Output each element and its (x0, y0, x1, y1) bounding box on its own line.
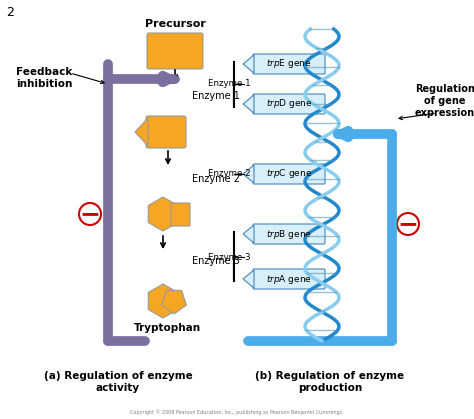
Polygon shape (243, 270, 254, 288)
Text: Enzyme 2: Enzyme 2 (209, 170, 251, 178)
Text: $\it{trp}$E gene: $\it{trp}$E gene (266, 57, 312, 70)
Polygon shape (162, 290, 186, 314)
FancyBboxPatch shape (253, 269, 325, 289)
Polygon shape (243, 225, 254, 243)
Text: −: − (398, 212, 419, 236)
Text: −: − (80, 202, 100, 226)
Text: Enzyme 3: Enzyme 3 (192, 256, 240, 266)
Text: $\it{trp}$A gene: $\it{trp}$A gene (266, 272, 312, 285)
Text: Regulation
of gene
expression: Regulation of gene expression (415, 84, 474, 118)
Text: Enzyme 1: Enzyme 1 (192, 91, 240, 101)
Polygon shape (243, 55, 254, 73)
FancyBboxPatch shape (253, 54, 325, 74)
Polygon shape (243, 165, 254, 183)
Polygon shape (148, 284, 178, 318)
FancyBboxPatch shape (147, 33, 203, 69)
Text: 2: 2 (6, 6, 14, 19)
FancyBboxPatch shape (253, 94, 325, 114)
Text: Enzyme 1: Enzyme 1 (209, 80, 251, 88)
Text: Feedback
inhibition: Feedback inhibition (16, 67, 73, 88)
Polygon shape (243, 95, 254, 113)
Text: Precursor: Precursor (145, 19, 205, 29)
FancyBboxPatch shape (253, 224, 325, 244)
FancyBboxPatch shape (146, 116, 186, 148)
Text: Enzyme 3: Enzyme 3 (209, 253, 251, 261)
Polygon shape (148, 197, 178, 231)
Text: Tryptophan: Tryptophan (134, 323, 201, 333)
FancyBboxPatch shape (253, 164, 325, 184)
Polygon shape (135, 118, 148, 146)
FancyBboxPatch shape (171, 203, 190, 226)
Text: (b) Regulation of enzyme
production: (b) Regulation of enzyme production (255, 371, 405, 393)
Text: (a) Regulation of enzyme
activity: (a) Regulation of enzyme activity (44, 371, 192, 393)
Text: $\it{trp}$C gene: $\it{trp}$C gene (266, 168, 312, 181)
Text: Enzyme 2: Enzyme 2 (192, 174, 240, 184)
Text: $\it{trp}$D gene: $\it{trp}$D gene (265, 98, 312, 111)
Text: Copyright © 2008 Pearson Education, Inc., publishing as Pearson Benjamin Cumming: Copyright © 2008 Pearson Education, Inc.… (130, 409, 344, 415)
Text: $\it{trp}$B gene: $\it{trp}$B gene (266, 228, 312, 241)
